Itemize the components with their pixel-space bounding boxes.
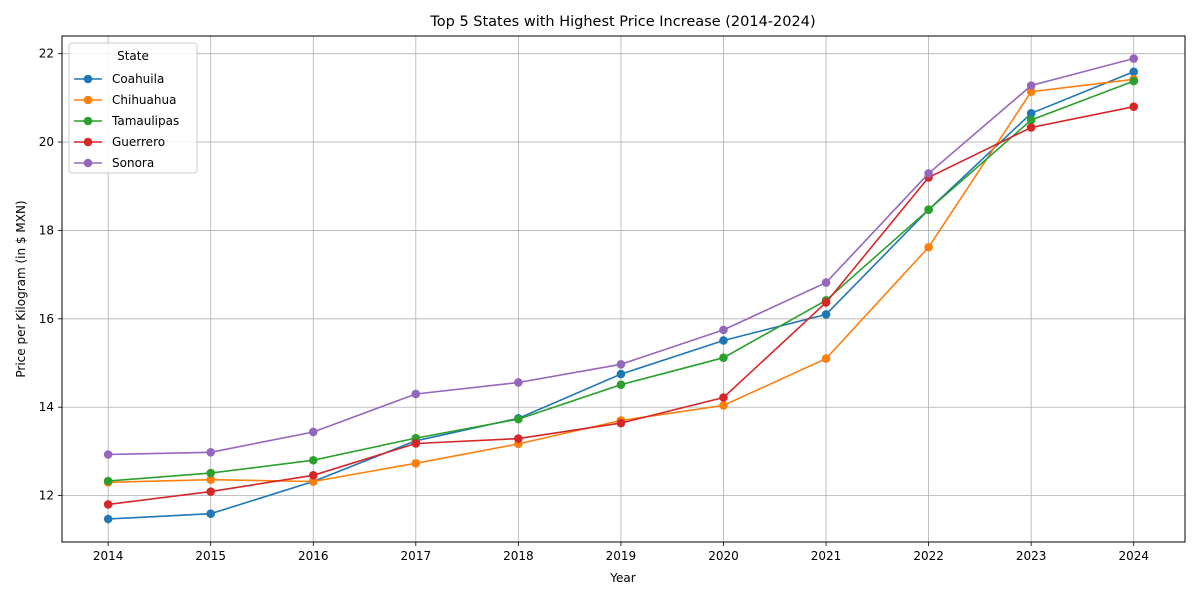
x-tick-label: 2018 bbox=[503, 549, 534, 563]
data-point-tamaulipas bbox=[1129, 76, 1139, 86]
y-axis-ticks: 12 14 16 18 20 22 bbox=[39, 47, 62, 503]
legend-marker-chihuahua bbox=[83, 95, 93, 105]
y-tick-label: 14 bbox=[39, 400, 54, 414]
x-tick-label: 2022 bbox=[913, 549, 944, 563]
x-tick-label: 2019 bbox=[606, 549, 637, 563]
x-tick-label: 2024 bbox=[1118, 549, 1149, 563]
x-tick-label: 2020 bbox=[708, 549, 739, 563]
x-tick-label: 2017 bbox=[401, 549, 432, 563]
data-point-sonora bbox=[411, 389, 421, 399]
data-point-tamaulipas bbox=[514, 414, 523, 424]
grid-lines bbox=[62, 36, 1185, 542]
legend-marker-coahuila bbox=[83, 74, 93, 84]
data-point-guerrero bbox=[1026, 123, 1036, 132]
legend-label-guerrero: Guerrero bbox=[112, 135, 165, 149]
data-point-guerrero bbox=[206, 487, 216, 496]
data-point-guerrero bbox=[514, 434, 523, 443]
data-point-guerrero bbox=[719, 393, 728, 402]
data-point-coahuila bbox=[616, 369, 626, 379]
y-tick-label: 20 bbox=[39, 135, 54, 149]
series-sonora bbox=[103, 54, 1139, 459]
legend-label-sonora: Sonora bbox=[112, 156, 154, 170]
x-axis-label: Year bbox=[609, 571, 635, 585]
x-tick-label: 2014 bbox=[93, 549, 124, 563]
chart-title: Top 5 States with Highest Price Increase… bbox=[429, 14, 815, 30]
legend: State Coahuila Chihuahua Tamaulipas Guerrer… bbox=[68, 42, 198, 174]
data-point-coahuila bbox=[103, 514, 113, 524]
data-point-guerrero bbox=[821, 298, 831, 307]
y-tick-label: 12 bbox=[39, 489, 54, 503]
data-point-sonora bbox=[1026, 81, 1036, 90]
data-point-tamaulipas bbox=[308, 455, 318, 465]
legend-marker-guerrero bbox=[83, 137, 93, 147]
legend-marker-sonora bbox=[83, 158, 93, 168]
data-point-guerrero bbox=[411, 439, 421, 448]
data-point-coahuila bbox=[1129, 67, 1139, 77]
data-point-chihuahua bbox=[411, 459, 421, 468]
legend-label-chihuahua: Chihuahua bbox=[112, 93, 176, 107]
data-point-tamaulipas bbox=[924, 205, 933, 214]
data-point-coahuila bbox=[1026, 109, 1036, 118]
data-point-guerrero bbox=[616, 418, 626, 428]
y-tick-label: 16 bbox=[39, 312, 54, 326]
x-axis-ticks: 2014 2015 2016 2017 2018 2019 2020 2021 2022 2023… bbox=[93, 542, 1149, 563]
legend-marker-tamaulipas bbox=[83, 116, 93, 126]
data-point-chihuahua bbox=[206, 475, 216, 484]
data-point-chihuahua bbox=[821, 354, 831, 363]
data-point-tamaulipas bbox=[1026, 115, 1036, 125]
data-point-chihuahua bbox=[719, 401, 728, 410]
data-point-coahuila bbox=[719, 336, 728, 345]
data-point-coahuila bbox=[821, 310, 831, 319]
x-tick-label: 2023 bbox=[1016, 549, 1047, 563]
legend-label-tamaulipas: Tamaulipas bbox=[111, 114, 179, 128]
y-axis-label: Price per Kilogram (in $ MXN) bbox=[14, 200, 28, 377]
plot-area-frame bbox=[61, 35, 1186, 543]
y-tick-label: 18 bbox=[39, 223, 54, 237]
data-point-sonora bbox=[308, 427, 318, 437]
data-point-chihuahua bbox=[1026, 87, 1036, 96]
data-point-tamaulipas bbox=[103, 476, 113, 486]
y-tick-label: 22 bbox=[39, 47, 54, 61]
data-point-chihuahua bbox=[924, 242, 933, 252]
series-group bbox=[103, 54, 1139, 524]
data-point-sonora bbox=[206, 447, 216, 457]
x-tick-label: 2016 bbox=[298, 549, 329, 563]
data-point-sonora bbox=[821, 278, 831, 287]
data-point-guerrero bbox=[1129, 102, 1139, 112]
x-tick-label: 2021 bbox=[811, 549, 842, 563]
legend-box bbox=[68, 42, 198, 174]
data-point-tamaulipas bbox=[206, 468, 216, 478]
series-guerrero bbox=[103, 102, 1139, 509]
data-point-chihuahua bbox=[308, 477, 318, 486]
data-point-sonora bbox=[103, 450, 113, 459]
data-point-sonora bbox=[1129, 54, 1139, 63]
data-point-tamaulipas bbox=[616, 380, 626, 389]
data-point-coahuila bbox=[206, 509, 216, 519]
data-point-sonora bbox=[719, 325, 728, 335]
data-point-guerrero bbox=[103, 500, 113, 509]
data-point-guerrero bbox=[308, 470, 318, 480]
legend-title: State bbox=[117, 49, 149, 63]
x-tick-label: 2015 bbox=[195, 549, 226, 563]
data-point-sonora bbox=[514, 378, 523, 387]
data-point-tamaulipas bbox=[719, 353, 728, 363]
data-point-sonora bbox=[924, 169, 933, 178]
data-point-sonora bbox=[616, 360, 626, 369]
legend-label-coahuila: Coahuila bbox=[112, 72, 164, 86]
